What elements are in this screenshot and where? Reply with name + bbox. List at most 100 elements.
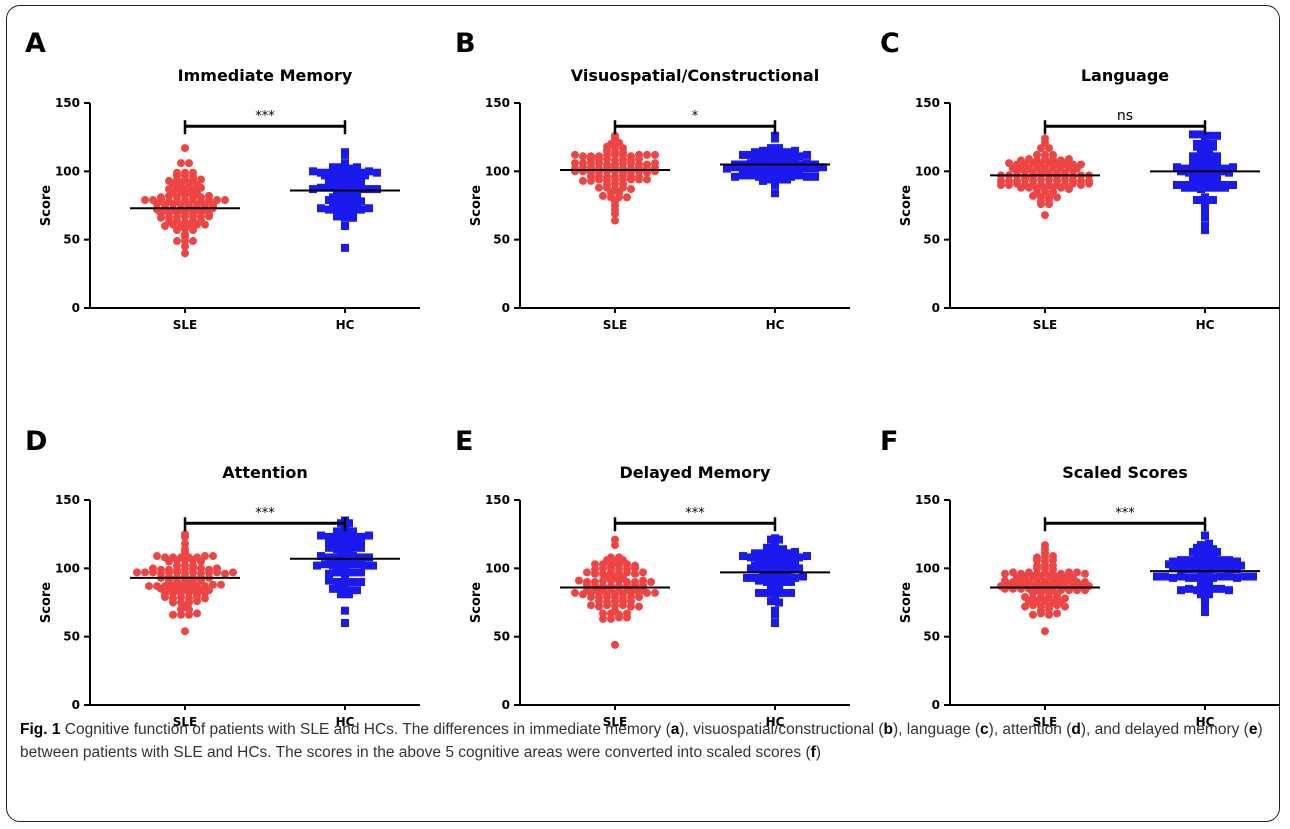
y-axis-label: Score xyxy=(39,582,54,623)
x-tick-label: SLE xyxy=(1033,318,1058,332)
data-point-hc xyxy=(1201,531,1209,540)
data-point-hc xyxy=(357,553,365,562)
data-point-sle xyxy=(599,569,607,578)
data-point-hc xyxy=(333,212,341,221)
chart-title: Delayed Memory xyxy=(620,463,772,482)
data-point-hc xyxy=(349,213,357,222)
y-axis-label: Score xyxy=(899,185,914,226)
data-point-hc xyxy=(1201,602,1209,611)
data-point-hc xyxy=(1197,185,1205,194)
data-point-hc xyxy=(771,539,779,548)
data-point-hc xyxy=(325,576,333,585)
data-point-hc xyxy=(341,187,349,196)
figure-caption: Fig. 1 Cognitive function of patients wi… xyxy=(20,718,1270,764)
data-point-hc xyxy=(341,565,349,574)
data-point-hc xyxy=(1221,164,1229,173)
data-point-hc xyxy=(755,172,763,181)
data-point-hc xyxy=(1209,545,1217,554)
data-point-hc xyxy=(1205,156,1213,165)
data-point-hc xyxy=(763,578,771,586)
data-point-hc xyxy=(751,549,759,558)
data-point-hc xyxy=(755,588,763,597)
data-point-hc xyxy=(755,556,763,565)
data-point-sle xyxy=(149,564,157,573)
data-point-hc xyxy=(353,163,361,172)
data-point-hc xyxy=(1177,586,1185,595)
data-point-sle xyxy=(591,578,599,586)
figure-caption-text: ), and delayed memory ( xyxy=(1080,721,1249,738)
significance-label: ns xyxy=(1117,108,1133,124)
data-point-sle xyxy=(173,237,181,246)
data-point-sle xyxy=(611,640,619,649)
data-point-hc xyxy=(1205,152,1213,161)
data-point-hc xyxy=(341,159,349,168)
data-point-hc xyxy=(1189,176,1197,185)
data-point-hc xyxy=(763,553,771,562)
data-point-hc xyxy=(333,539,341,548)
data-point-hc xyxy=(1225,168,1233,177)
data-point-hc xyxy=(1241,572,1249,581)
data-point-sle xyxy=(631,578,639,586)
data-point-sle xyxy=(1065,155,1073,164)
data-point-hc xyxy=(759,168,767,177)
y-tick-label: 50 xyxy=(63,630,80,644)
data-point-hc xyxy=(349,543,357,552)
data-point-sle xyxy=(651,159,659,168)
data-point-sle xyxy=(591,565,599,574)
data-point-hc xyxy=(357,168,365,177)
data-point-hc xyxy=(309,167,317,176)
data-point-hc xyxy=(329,193,337,202)
data-point-hc xyxy=(1201,226,1209,235)
data-point-sle xyxy=(181,545,189,554)
data-point-hc xyxy=(341,197,349,206)
data-point-hc xyxy=(365,167,373,176)
data-point-sle xyxy=(1001,569,1009,578)
data-point-hc xyxy=(337,549,345,558)
data-point-sle xyxy=(611,172,619,181)
figure-caption-ref-c: c xyxy=(980,721,989,738)
y-tick-label: 50 xyxy=(923,233,940,247)
data-point-sle xyxy=(169,553,177,562)
data-point-hc xyxy=(743,573,751,582)
data-point-hc xyxy=(783,549,791,558)
data-point-sle xyxy=(221,196,229,205)
data-point-hc xyxy=(763,150,771,159)
data-point-hc xyxy=(739,150,747,159)
data-point-sle xyxy=(1061,181,1069,189)
data-point-sle xyxy=(213,564,221,573)
data-point-hc xyxy=(1197,130,1205,139)
data-point-sle xyxy=(161,582,169,591)
data-point-hc xyxy=(1189,547,1197,556)
figure-caption-text: ), visuospatial/constructional ( xyxy=(679,721,884,738)
data-point-hc xyxy=(1201,197,1209,206)
y-tick-label: 150 xyxy=(55,493,80,507)
data-point-sle xyxy=(603,160,611,169)
data-point-sle xyxy=(627,152,635,161)
data-point-hc xyxy=(1205,148,1213,157)
y-tick-label: 50 xyxy=(63,233,80,247)
data-point-sle xyxy=(623,193,631,202)
data-point-hc xyxy=(1181,181,1189,189)
data-point-hc xyxy=(811,164,819,173)
chart-panel-e: Delayed Memory 0 50 100 150 Score SLE HC *** xyxy=(469,463,850,729)
data-point-sle xyxy=(1053,609,1061,618)
data-point-sle xyxy=(631,569,639,578)
data-point-sle xyxy=(611,606,619,615)
data-point-hc xyxy=(751,168,759,177)
figure-caption-ref-b: b xyxy=(883,721,893,738)
data-point-sle xyxy=(635,602,643,611)
chart-title: Immediate Memory xyxy=(178,66,353,85)
data-point-sle xyxy=(165,565,173,574)
data-point-hc xyxy=(819,163,827,172)
data-point-hc xyxy=(795,553,803,562)
x-tick-label: SLE xyxy=(603,318,628,332)
data-point-sle xyxy=(1049,552,1057,561)
data-point-hc xyxy=(1197,590,1205,599)
data-point-sle xyxy=(603,598,611,607)
data-point-sle xyxy=(177,610,185,619)
data-point-hc xyxy=(1229,163,1237,172)
data-point-sle xyxy=(177,553,185,562)
data-point-hc xyxy=(1177,572,1185,581)
data-point-sle xyxy=(209,552,217,561)
data-point-hc xyxy=(1201,565,1209,574)
